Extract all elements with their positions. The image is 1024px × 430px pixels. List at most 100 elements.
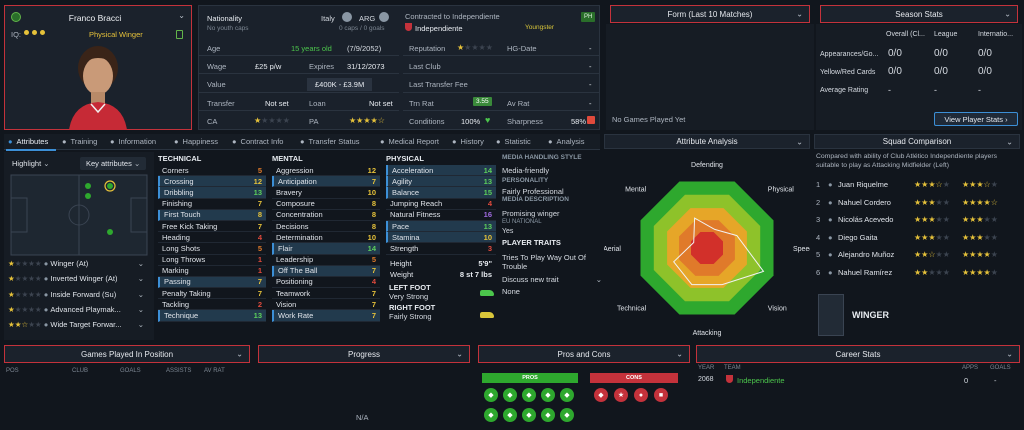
comparison-row[interactable]: 1 ● Juan Riquelme ★★★☆★ ★★★☆★ — [816, 177, 1016, 192]
key-attributes-dropdown[interactable]: Key attributes ⌄ — [80, 157, 147, 170]
position-row[interactable]: ★ ★★★★ ● Inside Forward (Su) ⌄ — [8, 290, 144, 299]
attribute-row[interactable]: Leadership 5 — [272, 255, 380, 266]
form-header[interactable]: Form (Last 10 Matches) ⌄ — [610, 5, 810, 23]
highlight-dropdown[interactable]: Highlight ⌄ — [12, 159, 50, 168]
attribute-value: 14 — [483, 165, 492, 175]
attribute-row[interactable]: Stamina 10 — [386, 232, 496, 244]
attribute-name: Composure — [276, 199, 315, 209]
pro-balance-icon[interactable]: ◆ — [503, 408, 517, 422]
attribute-row[interactable]: Anticipation 7 — [272, 176, 380, 188]
chevron-down-icon[interactable]: ⌄ — [1006, 349, 1013, 359]
tab-information[interactable]: ● Information — [110, 137, 157, 146]
attribute-value: 7 — [371, 299, 376, 309]
analysis-header[interactable]: Attribute Analysis ⌄ — [604, 134, 810, 149]
pro-flair-icon[interactable]: ◆ — [541, 388, 555, 402]
chevron-down-icon[interactable]: ⌄ — [236, 349, 243, 359]
comparison-row[interactable]: 6 ● Nahuel Ramírez ★★★★★ ★★★★★ — [816, 265, 1016, 280]
attribute-row[interactable]: Aggression 12 — [272, 165, 380, 177]
chevron-down-icon[interactable]: ⌄ — [1004, 9, 1011, 19]
attribute-row[interactable]: Vision 7 — [272, 299, 380, 311]
progress-header[interactable]: Progress ⌄ — [258, 345, 470, 363]
attribute-row[interactable]: Technique 13 — [158, 310, 266, 322]
games-pos-header[interactable]: Games Played In Position ⌄ — [4, 345, 250, 363]
career-team[interactable]: Independiente — [737, 376, 785, 385]
pro-agility-icon[interactable]: ◆ — [484, 408, 498, 422]
comparison-header[interactable]: Squad Comparison ⌄ — [814, 134, 1020, 149]
position-row[interactable]: ★ ★★★★ ● Inverted Winger (At) ⌄ — [8, 274, 144, 283]
attribute-row[interactable]: Penalty Taking 7 — [158, 288, 266, 300]
tab-contract-info[interactable]: ● Contract Info — [232, 137, 284, 146]
con-heading-icon[interactable]: ● — [634, 388, 648, 402]
tab-training[interactable]: ● Training — [62, 137, 98, 146]
chevron-down-icon[interactable]: ⌄ — [456, 349, 463, 359]
comparison-row[interactable]: 4 ● Diego Gaita ★★★★★ ★★★★★ — [816, 230, 1016, 245]
position-row[interactable]: ★★ ☆ ★★ ● Wide Target Forwar... ⌄ — [8, 320, 144, 329]
tab-attributes[interactable]: ● Attributes — [8, 137, 49, 146]
player-menu-chevron-icon[interactable]: ⌄ — [178, 11, 185, 20]
attribute-row[interactable]: Flair 14 — [272, 243, 380, 255]
attribute-row[interactable]: Pace 13 — [386, 220, 496, 233]
attribute-row[interactable]: Positioning 4 — [272, 277, 380, 289]
attribute-row[interactable]: Long Throws 1 — [158, 255, 266, 266]
pro-stamina-icon[interactable]: ◆ — [560, 408, 574, 422]
attribute-row[interactable]: Agility 13 — [386, 176, 496, 188]
weight-row: Weight 8 st 7 lbs — [390, 269, 492, 279]
tab-happiness[interactable]: ● Happiness — [174, 137, 218, 146]
attribute-row[interactable]: Tackling 2 — [158, 299, 266, 311]
tab-history[interactable]: ● History — [452, 137, 484, 146]
chevron-down-icon[interactable]: ⌄ — [676, 349, 683, 359]
position-row[interactable]: ★ ★★★★ ● Winger (At) ⌄ — [8, 259, 144, 268]
attribute-row[interactable]: Balance 15 — [386, 187, 496, 199]
attribute-row[interactable]: Marking 1 — [158, 266, 266, 277]
attribute-row[interactable]: Teamwork 7 — [272, 288, 380, 300]
comparison-row[interactable]: 2 ● Nahuel Cordero ★★★★★ ★★★★☆ — [816, 195, 1016, 210]
attribute-row[interactable]: Composure 8 — [272, 199, 380, 210]
attribute-row[interactable]: Strength 3 — [386, 243, 496, 255]
con-positioning-icon[interactable]: ■ — [654, 388, 668, 402]
attribute-row[interactable]: First Touch 8 — [158, 209, 266, 221]
attribute-row[interactable]: Corners 5 — [158, 165, 266, 177]
chevron-down-icon[interactable]: ⌄ — [796, 9, 803, 19]
pro-acceleration-icon[interactable]: ◆ — [560, 388, 574, 402]
pros-cons-header[interactable]: Pros and Cons ⌄ — [478, 345, 690, 363]
comparison-row[interactable]: 3 ● Nicolás Acevedo ★★★★★ ★★★★★ — [816, 212, 1016, 227]
attribute-row[interactable]: Bravery 10 — [272, 187, 380, 199]
attribute-row[interactable]: Long Shots 5 — [158, 243, 266, 255]
attribute-row[interactable]: Concentration 8 — [272, 210, 380, 221]
attribute-row[interactable]: Decisions 8 — [272, 221, 380, 233]
clipboard-icon[interactable] — [176, 30, 183, 39]
attribute-row[interactable]: Jumping Reach 4 — [386, 199, 496, 210]
attribute-row[interactable]: Off The Ball 7 — [272, 265, 380, 277]
career-header[interactable]: Career Stats ⌄ — [696, 345, 1020, 363]
season-header[interactable]: Season Stats ⌄ — [820, 5, 1018, 23]
tab-analysis[interactable]: ● Analysis — [548, 137, 585, 146]
attribute-row[interactable]: Natural Fitness 16 — [386, 210, 496, 221]
attribute-row[interactable]: Work Rate 7 — [272, 310, 380, 322]
pro-pace-icon[interactable]: ◆ — [522, 408, 536, 422]
attribute-row[interactable]: Acceleration 14 — [386, 165, 496, 177]
discuss-trait-dropdown[interactable]: Discuss new trait ⌄ — [502, 275, 602, 284]
career-year: 2068 — [698, 376, 714, 383]
attribute-row[interactable]: Heading 4 — [158, 232, 266, 244]
attribute-row[interactable]: Determination 10 — [272, 232, 380, 244]
con-jumping-icon[interactable]: ★ — [614, 388, 628, 402]
view-player-stats-button[interactable]: View Player Stats › — [934, 112, 1018, 126]
attribute-row[interactable]: Crossing 12 — [158, 176, 266, 188]
pro-technique-icon[interactable]: ◆ — [522, 388, 536, 402]
club-name[interactable]: Independiente — [415, 24, 463, 33]
attribute-row[interactable]: Free Kick Taking 7 — [158, 221, 266, 233]
position-row[interactable]: ★ ★★★★ ● Advanced Playmak... ⌄ — [8, 305, 144, 314]
tab-transfer-status[interactable]: ● Transfer Status — [300, 137, 360, 146]
chevron-down-icon[interactable]: ⌄ — [1006, 137, 1013, 146]
chevron-down-icon[interactable]: ⌄ — [796, 137, 803, 146]
tab-statistic[interactable]: ● Statistic — [496, 137, 531, 146]
attribute-row[interactable]: Dribbling 13 — [158, 187, 266, 199]
pro-dribbling-icon[interactable]: ◆ — [484, 388, 498, 402]
attribute-row[interactable]: Finishing 7 — [158, 199, 266, 210]
comparison-row[interactable]: 5 ● Alejandro Muñoz ★★☆★★ ★★★★★ — [816, 247, 1016, 262]
pro-fitness-icon[interactable]: ◆ — [541, 408, 555, 422]
con-strength-icon[interactable]: ◆ — [594, 388, 608, 402]
pro-crossing-icon[interactable]: ◆ — [503, 388, 517, 402]
tab-medical-report[interactable]: ● Medical Report — [380, 137, 439, 146]
attribute-row[interactable]: Passing 7 — [158, 276, 266, 289]
